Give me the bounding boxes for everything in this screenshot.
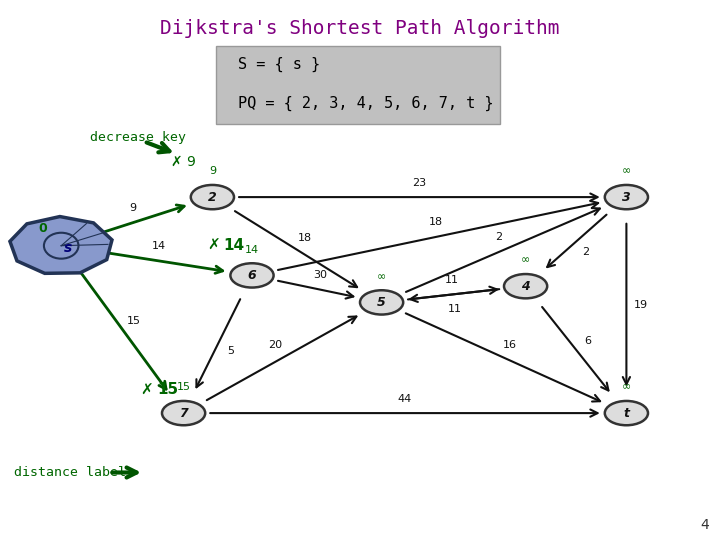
- Ellipse shape: [191, 185, 234, 209]
- Text: 6: 6: [248, 269, 256, 282]
- Text: 6: 6: [584, 336, 591, 346]
- Text: 4: 4: [521, 280, 530, 293]
- Polygon shape: [10, 217, 112, 273]
- Ellipse shape: [230, 263, 274, 287]
- Text: s: s: [64, 241, 73, 255]
- FancyBboxPatch shape: [216, 46, 500, 124]
- Text: 11: 11: [449, 303, 462, 314]
- Text: 16: 16: [503, 340, 517, 349]
- Text: 5: 5: [228, 346, 234, 356]
- Text: 9: 9: [186, 155, 194, 169]
- Text: ✗: ✗: [171, 155, 182, 169]
- Text: decrease key: decrease key: [90, 131, 186, 144]
- Text: 0: 0: [39, 222, 48, 235]
- Text: 2: 2: [208, 191, 217, 204]
- Ellipse shape: [605, 185, 648, 209]
- Text: 3: 3: [622, 191, 631, 204]
- Text: ∞: ∞: [377, 272, 386, 282]
- Text: t: t: [624, 407, 629, 420]
- Text: ✗: ✗: [207, 238, 220, 253]
- Text: 18: 18: [297, 233, 312, 242]
- Text: 15: 15: [176, 382, 191, 393]
- Text: 14: 14: [245, 245, 259, 255]
- Text: 14: 14: [223, 238, 244, 253]
- Text: 9: 9: [209, 166, 216, 177]
- Text: 5: 5: [377, 296, 386, 309]
- Text: 19: 19: [634, 300, 648, 310]
- Text: 4: 4: [701, 518, 709, 532]
- Text: 9: 9: [129, 202, 136, 213]
- Text: ∞: ∞: [622, 166, 631, 177]
- Ellipse shape: [605, 401, 648, 426]
- Ellipse shape: [360, 291, 403, 314]
- Text: distance label: distance label: [14, 466, 127, 479]
- Text: 15: 15: [157, 382, 178, 397]
- Text: 20: 20: [269, 340, 283, 350]
- Text: 44: 44: [398, 394, 412, 404]
- Text: 23: 23: [413, 178, 426, 188]
- Text: 15: 15: [127, 316, 141, 326]
- Text: Dijkstra's Shortest Path Algorithm: Dijkstra's Shortest Path Algorithm: [161, 19, 559, 38]
- Text: 14: 14: [152, 241, 166, 251]
- Text: 7: 7: [179, 407, 188, 420]
- Ellipse shape: [504, 274, 547, 298]
- Text: 2: 2: [582, 247, 589, 258]
- Text: PQ = { 2, 3, 4, 5, 6, 7, t }: PQ = { 2, 3, 4, 5, 6, 7, t }: [238, 96, 493, 111]
- Text: 11: 11: [445, 275, 459, 285]
- Text: ∞: ∞: [521, 255, 530, 266]
- Ellipse shape: [162, 401, 205, 426]
- Text: 2: 2: [495, 232, 502, 241]
- Text: 18: 18: [429, 217, 444, 227]
- Text: S = { s }: S = { s }: [238, 57, 320, 72]
- Text: ∞: ∞: [622, 382, 631, 393]
- Text: 30: 30: [312, 270, 327, 280]
- Text: ✗: ✗: [140, 382, 153, 397]
